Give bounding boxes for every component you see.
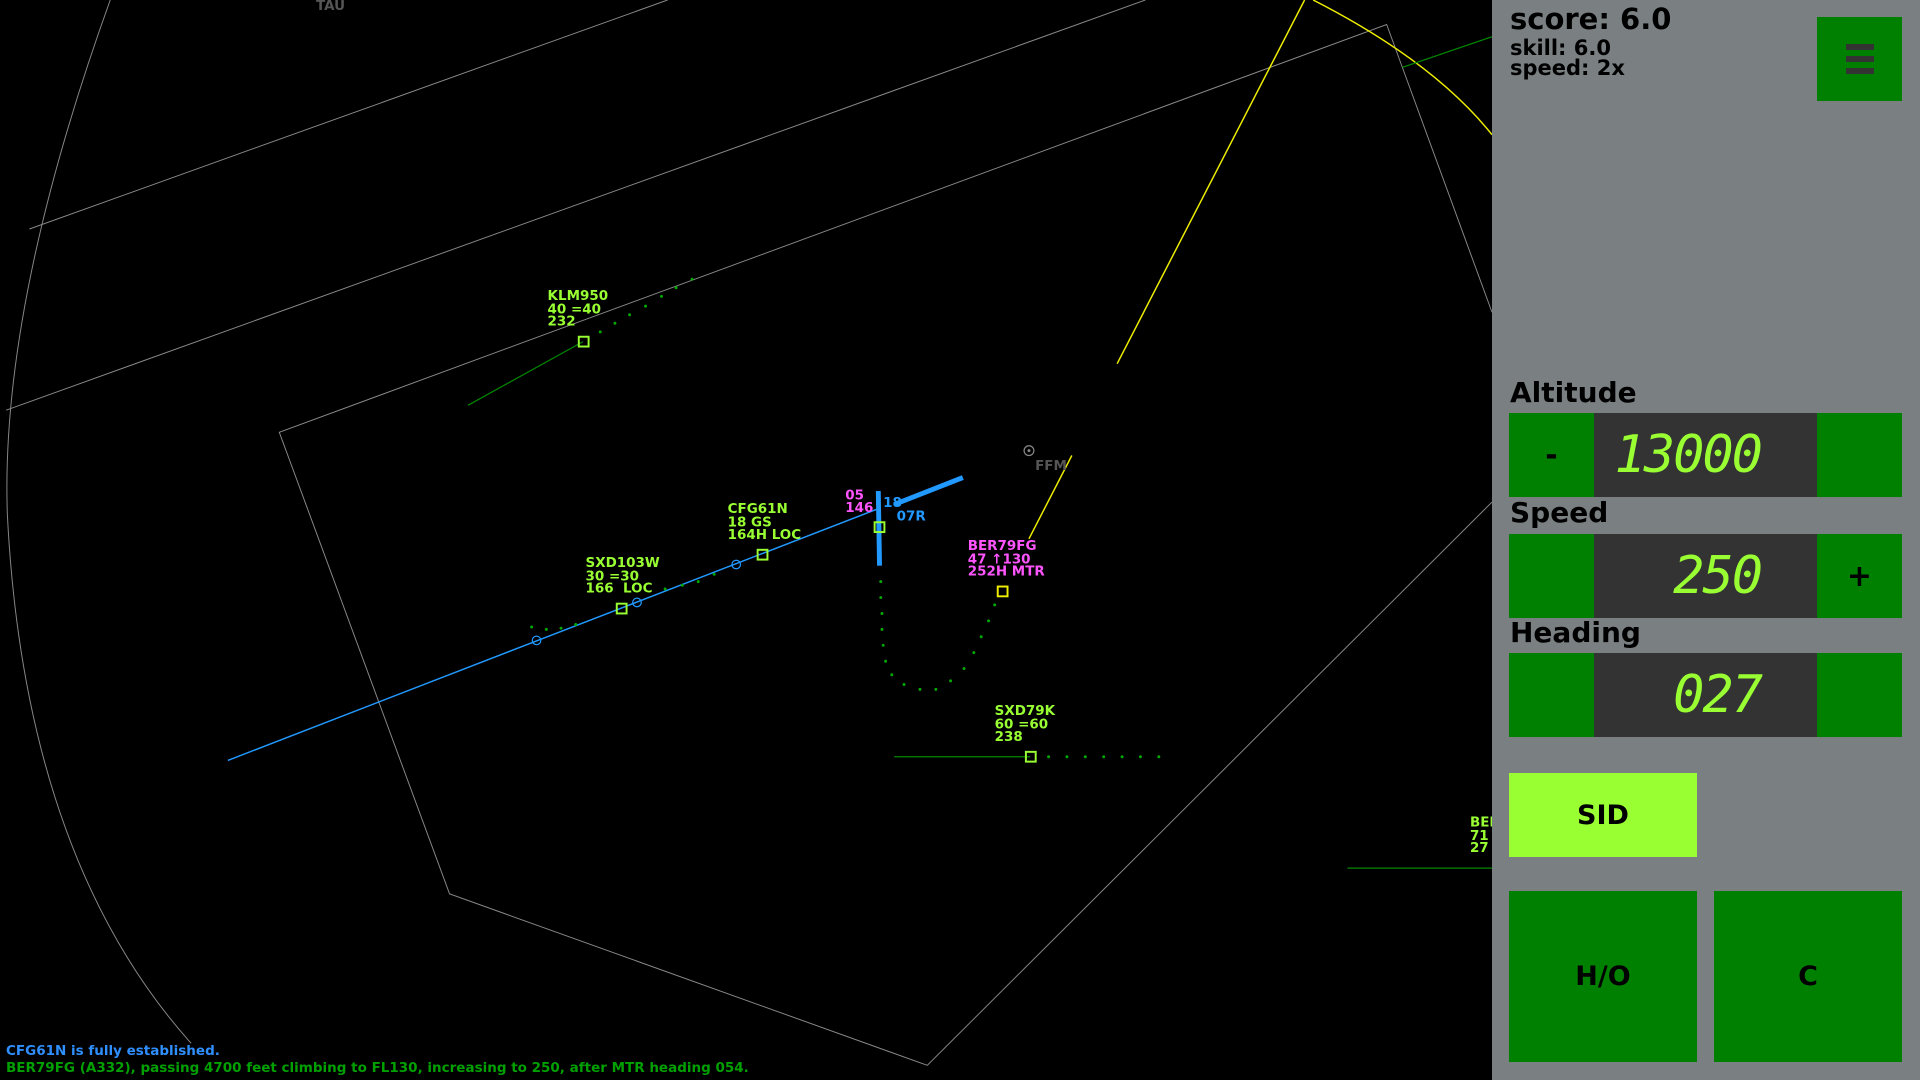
radar-scope[interactable]: TAU FFM 05 146 18 07R KLM950 40 =40 232 …: [0, 0, 1492, 1080]
fix-label-ffm: FFM: [1035, 458, 1067, 474]
speed-increase-button[interactable]: +: [1817, 534, 1902, 618]
altitude-readout: 30 =30: [586, 568, 639, 584]
heading-readout: 27: [1470, 840, 1489, 856]
status-message: BER79FG (A332), passing 4700 feet climbi…: [6, 1060, 749, 1076]
callsign: KLM950: [548, 288, 609, 304]
aircraft-sxd79k[interactable]: SXD79K 60 =60 238: [995, 703, 1056, 763]
track-line: [1402, 36, 1492, 68]
airspace-boundaries: [5, 0, 1492, 1066]
handoff-button[interactable]: H/O: [1509, 891, 1697, 1062]
runway-18: [875, 490, 882, 566]
heading-readout: 252H MTR: [968, 564, 1046, 580]
altitude-increase-button[interactable]: [1817, 413, 1902, 497]
heading-display: 027: [1594, 653, 1817, 737]
speed-label: Speed: [1510, 496, 1609, 529]
runway-label: 146: [845, 500, 873, 516]
altitude-readout: 71: [1470, 828, 1489, 844]
heading-label: Heading: [1510, 616, 1641, 649]
heading-readout: 232: [548, 314, 576, 330]
aircraft-cfg61n[interactable]: CFG61N 18 GS 164H LOC: [728, 501, 802, 561]
aircraft-landing[interactable]: [873, 521, 886, 534]
vor-ffm-icon: [1023, 445, 1035, 457]
aircraft-bei-offscreen[interactable]: BEI 71 27: [1470, 815, 1492, 857]
heading-left-button[interactable]: [1509, 653, 1594, 737]
runway-label: 07R: [897, 508, 927, 524]
hamburger-icon: [1845, 44, 1874, 50]
waypoint-circles: [531, 559, 742, 646]
runway-07R: [893, 475, 964, 507]
speed-decrease-button[interactable]: [1509, 534, 1594, 618]
range-ring: [6, 0, 192, 1044]
history-trails: [467, 277, 1492, 869]
aircraft-klm950[interactable]: KLM950 40 =40 232: [548, 288, 609, 348]
status-message: CFG61N is fully established.: [6, 1043, 220, 1059]
score: score: 6.0: [1510, 2, 1672, 36]
skill: skill: 6.0: [1510, 36, 1611, 60]
altitude-label: Altitude: [1510, 376, 1637, 409]
altitude-readout: 47 ↑130: [968, 551, 1031, 567]
sid-button[interactable]: SID: [1509, 773, 1697, 857]
heading-readout: 164H LOC: [728, 527, 802, 543]
sim-speed: speed: 2x: [1510, 56, 1625, 80]
heading-right-button[interactable]: [1817, 653, 1902, 737]
fix-label-tau: TAU: [316, 0, 345, 14]
altitude-decrease-button[interactable]: -: [1509, 413, 1594, 497]
menu-button[interactable]: [1817, 17, 1902, 101]
altitude-readout: 18 GS: [728, 515, 772, 531]
callsign: BER79FG: [968, 538, 1037, 554]
callsign: SXD103W: [586, 555, 660, 571]
heading-readout: 238: [995, 729, 1023, 745]
sid-route: [1028, 0, 1492, 540]
clear-button[interactable]: C: [1714, 891, 1902, 1062]
heading-control: 027: [1509, 653, 1902, 737]
altitude-display: 13000: [1594, 413, 1817, 497]
aircraft-sxd103w[interactable]: SXD103W 30 =30 166 LOC: [586, 555, 660, 615]
altitude-readout: 60 =60: [995, 717, 1048, 733]
heading-readout: 166 LOC: [586, 581, 653, 597]
altitude-control: - 13000: [1509, 413, 1902, 497]
speed-control: 250 +: [1509, 534, 1902, 618]
runway-label: 18: [883, 495, 902, 511]
callsign: SXD79K: [995, 703, 1056, 719]
localizer-line: [227, 507, 880, 762]
altitude-readout: 40 =40: [548, 301, 601, 317]
runway-label: 05: [845, 488, 864, 504]
callsign: BEI: [1470, 815, 1492, 831]
speed-display: 250: [1594, 534, 1817, 618]
aircraft-ber79fg[interactable]: BER79FG 47 ↑130 252H MTR: [968, 538, 1046, 598]
control-panel: score: 6.0 skill: 6.0 speed: 2x Altitude…: [1492, 0, 1920, 1080]
callsign: CFG61N: [728, 501, 788, 517]
